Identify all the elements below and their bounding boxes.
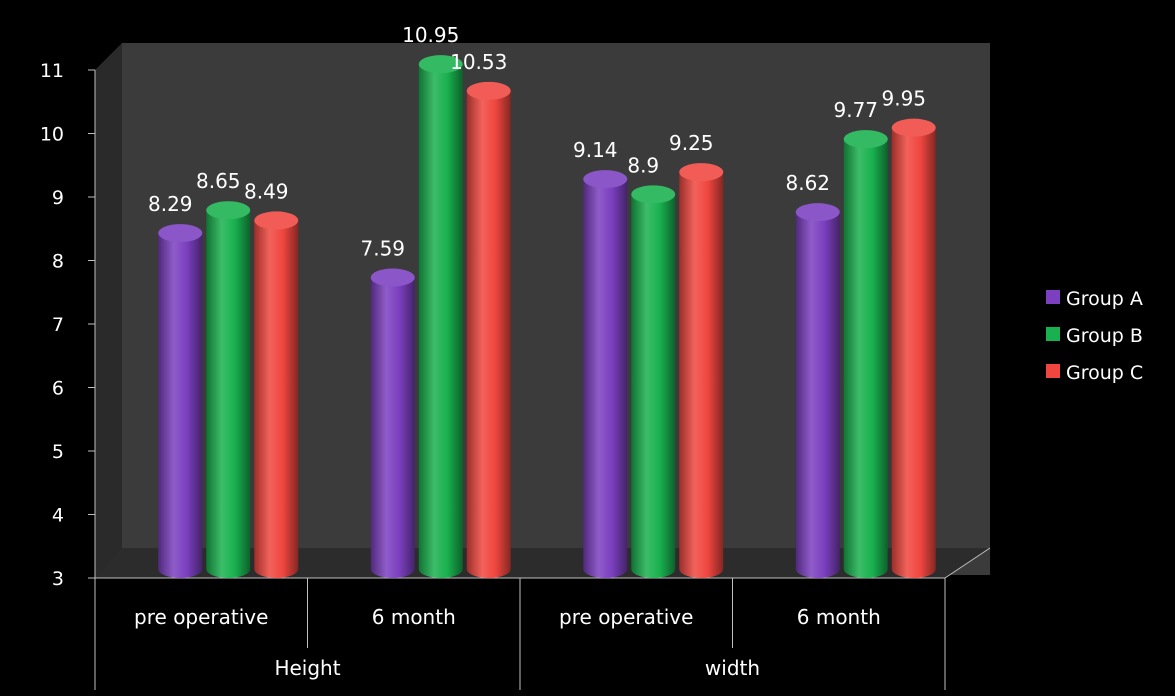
category-label: pre operative xyxy=(559,605,693,629)
category-axis: pre operative 6 month pre operative 6 month… xyxy=(94,578,946,690)
bar xyxy=(843,130,888,579)
legend-swatch xyxy=(1046,364,1060,378)
bar xyxy=(370,268,415,578)
bar xyxy=(254,211,299,578)
back-wall xyxy=(122,43,990,575)
legend-item: Group A xyxy=(1046,288,1143,310)
bar xyxy=(631,185,676,578)
y-tick-label: 8 xyxy=(52,251,64,273)
legend-swatch xyxy=(1046,327,1060,341)
category-label: 6 month xyxy=(797,605,881,629)
bar xyxy=(891,118,936,579)
legend-item: Group B xyxy=(1046,325,1143,347)
y-axis: 3 4 5 6 7 8 9 10 11 xyxy=(40,60,95,590)
bars xyxy=(158,55,936,579)
plot-area xyxy=(94,43,991,579)
legend: Group A Group B Group C xyxy=(1046,288,1143,384)
data-label: 8.29 xyxy=(148,192,193,216)
data-label: 9.25 xyxy=(669,131,714,155)
data-label: 9.95 xyxy=(881,87,926,111)
data-label: 9.77 xyxy=(833,98,878,122)
data-label: 8.62 xyxy=(785,171,830,195)
bar xyxy=(466,81,511,578)
group-label: Height xyxy=(274,656,340,680)
floor xyxy=(95,548,990,578)
legend-label: Group B xyxy=(1066,325,1143,347)
y-tick-label: 10 xyxy=(40,124,64,146)
y-tick-label: 5 xyxy=(52,441,64,463)
y-tick-label: 11 xyxy=(40,60,64,82)
bar xyxy=(795,203,840,578)
y-tick-label: 4 xyxy=(52,505,64,527)
left-wall xyxy=(95,43,122,578)
category-label: 6 month xyxy=(372,605,456,629)
bar xyxy=(158,224,203,578)
data-label: 7.59 xyxy=(360,237,405,261)
bar xyxy=(583,170,628,579)
y-tick-label: 6 xyxy=(52,378,64,400)
bar xyxy=(418,55,463,579)
y-tick-label: 3 xyxy=(52,568,64,590)
data-label: 8.49 xyxy=(244,179,289,203)
group-label: width xyxy=(705,656,760,680)
legend-swatch xyxy=(1046,290,1060,304)
y-tick-label: 9 xyxy=(52,187,64,209)
data-labels: 8.298.65 8.49 7.59 10.95 10.53 9.14 8.9 9.25 8.6… xyxy=(148,23,926,260)
data-label: 8.9 xyxy=(627,153,659,177)
data-label: 8.65 xyxy=(196,169,241,193)
y-tick-label: 7 xyxy=(52,314,64,336)
bar xyxy=(679,163,724,578)
category-label: pre operative xyxy=(134,605,268,629)
data-label: 9.14 xyxy=(573,138,618,162)
floor-edge xyxy=(944,547,991,579)
legend-label: Group A xyxy=(1066,288,1143,310)
legend-item: Group C xyxy=(1046,362,1143,384)
legend-label: Group C xyxy=(1066,362,1143,384)
bar xyxy=(206,201,251,578)
data-label: 10.53 xyxy=(450,50,507,74)
data-label: 10.95 xyxy=(402,23,459,47)
